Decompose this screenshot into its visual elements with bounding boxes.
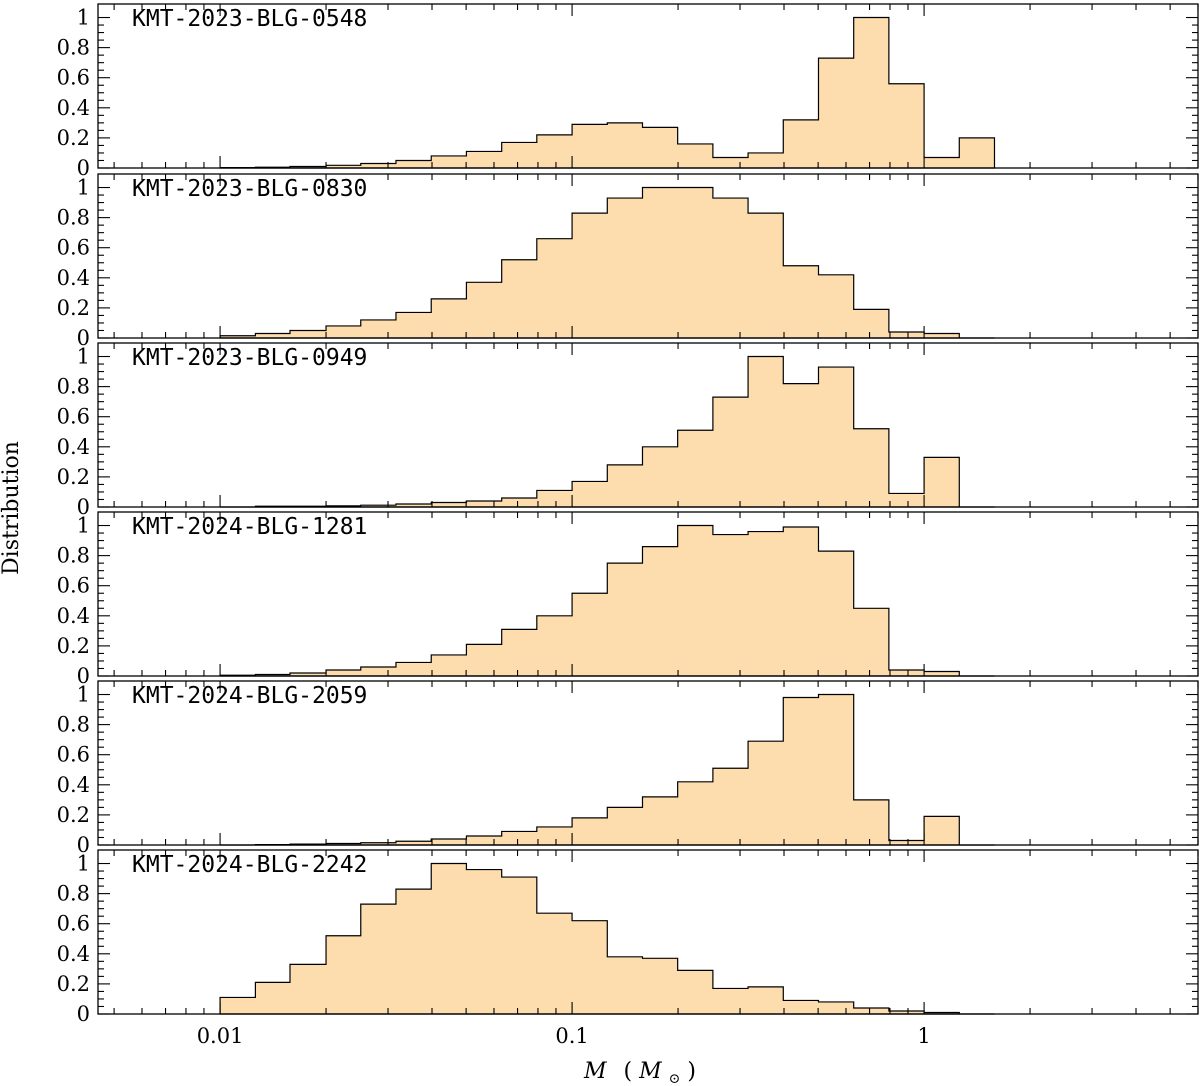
- histogram-bars: [220, 355, 995, 508]
- panel-2: 0 0.2 0.4 0.6 0.8 1 KMT-2023-BLG-0830: [57, 173, 1199, 350]
- panel-label: KMT-2023-BLG-0949: [132, 345, 367, 371]
- y-tick-label: 0.6: [57, 66, 90, 90]
- y-tick-label: 0.2: [57, 972, 90, 996]
- x-axis-label: M ( M ⊙ ): [583, 1059, 696, 1086]
- x-axis-label-unit-sub: ⊙: [669, 1071, 681, 1086]
- histogram-bars: [219, 16, 996, 169]
- y-tick-label: 0.2: [57, 465, 90, 489]
- panel-5: 0 0.2 0.4 0.6 0.8 1 KMT-2024-BLG-2059: [57, 680, 1199, 857]
- y-tick-label: 0: [77, 326, 90, 350]
- x-tick-label: 0.01: [197, 1024, 244, 1048]
- y-tick-label: 1: [77, 852, 90, 876]
- panel-frame: [97, 680, 1199, 846]
- panel-6: 0 0.2 0.4 0.6 0.8 1 KMT-2024-BLG-2242: [57, 849, 1199, 1026]
- y-tick-label: 0.8: [57, 375, 90, 399]
- y-tick-label: 1: [77, 176, 90, 200]
- y-tick-label: 0: [77, 495, 90, 519]
- y-tick-label: 1: [77, 683, 90, 707]
- panel-frame: [97, 3, 1199, 169]
- y-tick-label: 0.8: [57, 36, 90, 60]
- panel-3: 0 0.2 0.4 0.6 0.8 1 KMT-2023-BLG-0949: [57, 342, 1199, 519]
- panel-label: KMT-2023-BLG-0548: [132, 6, 367, 32]
- y-tick-label: 0.2: [57, 803, 90, 827]
- panel-label: KMT-2024-BLG-2059: [132, 683, 367, 709]
- histogram-bars: [220, 693, 995, 846]
- y-tick-label: 1: [77, 514, 90, 538]
- panel-4: 0 0.2 0.4 0.6 0.8 1 KMT-2024-BLG-1281: [57, 511, 1199, 688]
- panel-frame: [97, 849, 1199, 1015]
- y-tick-label: 0: [77, 833, 90, 857]
- panel-label: KMT-2024-BLG-1281: [132, 514, 367, 540]
- y-tick-label: 0.4: [57, 96, 90, 120]
- y-tick-label: 0.6: [57, 912, 90, 936]
- y-tick-label: 0: [77, 664, 90, 688]
- x-axis-label-unit-var: M: [638, 1059, 662, 1084]
- y-tick-label: 0.2: [57, 634, 90, 658]
- x-tick-labels: 0.01 0.1 1: [197, 1024, 931, 1048]
- y-tick-label: 0.2: [57, 126, 90, 150]
- x-axis-label-var: M: [583, 1059, 607, 1084]
- histogram-panels: 0 0.2 0.4 0.6 0.8 1 KMT-2023-BLG-0548 0 0.2 0.4 0.…: [57, 3, 1199, 1026]
- y-tick-label: 0.4: [57, 266, 90, 290]
- histogram-bars: [219, 862, 995, 1015]
- panel-frame: [97, 173, 1199, 339]
- panel-frame: [97, 342, 1199, 508]
- y-tick-label: 1: [77, 345, 90, 369]
- y-tick-label: 0.2: [57, 296, 90, 320]
- x-axis-label-unit-open: (: [624, 1059, 633, 1084]
- panel-label: KMT-2023-BLG-0830: [132, 176, 367, 202]
- histogram-bars: [219, 524, 995, 677]
- y-tick-label: 0: [77, 156, 90, 180]
- y-tick-label: 0.4: [57, 773, 90, 797]
- y-tick-label: 0.8: [57, 882, 90, 906]
- y-tick-label: 0.4: [57, 942, 90, 966]
- panel-frame: [97, 511, 1199, 677]
- y-tick-label: 0.6: [57, 236, 90, 260]
- y-axis-label: Distribution: [0, 441, 24, 575]
- histogram-bars: [219, 186, 995, 339]
- x-axis-label-unit-close: ): [687, 1059, 696, 1084]
- y-tick-label: 0.6: [57, 743, 90, 767]
- y-tick-label: 0.6: [57, 574, 90, 598]
- y-tick-label: 0.8: [57, 206, 90, 230]
- x-tick-label: 1: [917, 1024, 930, 1048]
- y-tick-label: 0: [77, 1002, 90, 1026]
- y-tick-label: 1: [77, 6, 90, 30]
- x-tick-label: 0.1: [555, 1024, 588, 1048]
- y-tick-label: 0.8: [57, 544, 90, 568]
- y-tick-label: 0.4: [57, 604, 90, 628]
- y-tick-label: 0.4: [57, 435, 90, 459]
- panel-label: KMT-2024-BLG-2242: [132, 852, 367, 878]
- y-tick-label: 0.8: [57, 713, 90, 737]
- panel-1: 0 0.2 0.4 0.6 0.8 1 KMT-2023-BLG-0548: [57, 3, 1199, 180]
- y-tick-label: 0.6: [57, 405, 90, 429]
